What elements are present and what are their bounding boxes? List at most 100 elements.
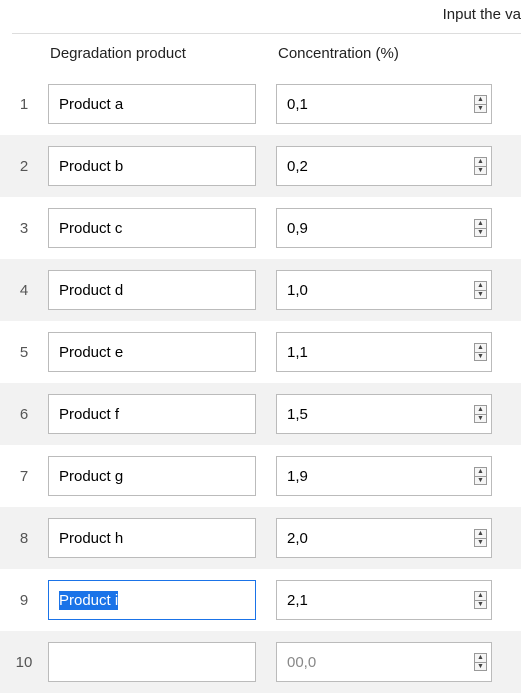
product-cell — [48, 270, 276, 310]
product-cell — [48, 332, 276, 372]
table-row: 2 ▲▼ — [0, 135, 521, 197]
product-cell — [48, 208, 276, 248]
concentration-field-wrap: ▲▼ — [276, 580, 492, 620]
spinner-up-icon[interactable]: ▲ — [475, 592, 486, 601]
concentration-input[interactable] — [276, 580, 492, 620]
concentration-input[interactable] — [276, 332, 492, 372]
concentration-cell: ▲▼ — [276, 642, 504, 682]
product-input[interactable] — [48, 332, 256, 372]
concentration-cell: ▲▼ — [276, 456, 504, 496]
spinner-down-icon[interactable]: ▼ — [475, 291, 486, 299]
concentration-field-wrap: ▲▼ — [276, 394, 492, 434]
concentration-input[interactable] — [276, 208, 492, 248]
concentration-cell: ▲▼ — [276, 270, 504, 310]
concentration-field-wrap: ▲▼ — [276, 270, 492, 310]
row-number: 9 — [0, 592, 48, 609]
spinner-up-icon[interactable]: ▲ — [475, 96, 486, 105]
product-input[interactable] — [48, 642, 256, 682]
product-cell — [48, 146, 276, 186]
product-cell — [48, 84, 276, 124]
product-input[interactable] — [48, 146, 256, 186]
spinner-down-icon[interactable]: ▼ — [475, 415, 486, 423]
spinner-up-icon[interactable]: ▲ — [475, 468, 486, 477]
table-row: 4▲▼ — [0, 259, 521, 321]
concentration-cell: ▲▼ — [276, 208, 504, 248]
concentration-cell: ▲▼ — [276, 332, 504, 372]
degradation-table: Degradation product Concentration (%) 1▲… — [0, 34, 521, 693]
product-input[interactable] — [48, 394, 256, 434]
row-number: 2 — [0, 158, 48, 175]
page-caption: Input the va — [0, 0, 521, 33]
row-number: 6 — [0, 406, 48, 423]
header-product: Degradation product — [48, 45, 276, 62]
product-input[interactable] — [48, 270, 256, 310]
product-input[interactable] — [48, 208, 256, 248]
table-row: 6 ▲▼ — [0, 383, 521, 445]
spinner-up-icon[interactable]: ▲ — [475, 530, 486, 539]
spinner-down-icon[interactable]: ▼ — [475, 663, 486, 671]
spinner-up-icon[interactable]: ▲ — [475, 282, 486, 291]
number-spinner: ▲▼ — [474, 653, 487, 671]
concentration-field-wrap: ▲▼ — [276, 456, 492, 496]
concentration-field-wrap: ▲▼ — [276, 642, 492, 682]
spinner-down-icon[interactable]: ▼ — [475, 601, 486, 609]
number-spinner: ▲▼ — [474, 219, 487, 237]
spinner-down-icon[interactable]: ▼ — [475, 353, 486, 361]
spinner-up-icon[interactable]: ▲ — [475, 158, 486, 167]
concentration-input[interactable] — [276, 84, 492, 124]
header-concentration: Concentration (%) — [276, 45, 504, 62]
concentration-cell: ▲▼ — [276, 580, 504, 620]
spinner-up-icon[interactable]: ▲ — [475, 406, 486, 415]
spinner-down-icon[interactable]: ▼ — [475, 477, 486, 485]
concentration-field-wrap: ▲▼ — [276, 84, 492, 124]
table-header-row: Degradation product Concentration (%) — [0, 34, 521, 73]
concentration-cell: ▲▼ — [276, 518, 504, 558]
table-row: 10 ▲▼ — [0, 631, 521, 693]
table-row: 5 ▲▼ — [0, 321, 521, 383]
product-input[interactable] — [48, 84, 256, 124]
spinner-up-icon[interactable]: ▲ — [475, 654, 486, 663]
spinner-down-icon[interactable]: ▼ — [475, 105, 486, 113]
product-cell — [48, 394, 276, 434]
table-row: 9 Product i ▲▼ — [0, 569, 521, 631]
number-spinner: ▲▼ — [474, 467, 487, 485]
number-spinner: ▲▼ — [474, 157, 487, 175]
number-spinner: ▲▼ — [474, 591, 487, 609]
row-number: 7 — [0, 468, 48, 485]
concentration-cell: ▲▼ — [276, 394, 504, 434]
concentration-input[interactable] — [276, 456, 492, 496]
spinner-down-icon[interactable]: ▼ — [475, 539, 486, 547]
number-spinner: ▲▼ — [474, 281, 487, 299]
number-spinner: ▲▼ — [474, 405, 487, 423]
concentration-field-wrap: ▲▼ — [276, 332, 492, 372]
selected-product-text: Product i — [59, 591, 118, 610]
row-number: 3 — [0, 220, 48, 237]
spinner-down-icon[interactable]: ▼ — [475, 167, 486, 175]
row-number: 8 — [0, 530, 48, 547]
spinner-up-icon[interactable]: ▲ — [475, 220, 486, 229]
product-cell — [48, 642, 276, 682]
product-input[interactable]: Product i — [48, 580, 256, 620]
product-input[interactable] — [48, 456, 256, 496]
product-input[interactable] — [48, 518, 256, 558]
concentration-input[interactable] — [276, 270, 492, 310]
concentration-field-wrap: ▲▼ — [276, 208, 492, 248]
spinner-down-icon[interactable]: ▼ — [475, 229, 486, 237]
concentration-input[interactable] — [276, 394, 492, 434]
table-row: 1▲▼ — [0, 73, 521, 135]
concentration-cell: ▲▼ — [276, 146, 504, 186]
concentration-input[interactable] — [276, 518, 492, 558]
product-cell: Product i — [48, 580, 276, 620]
spinner-up-icon[interactable]: ▲ — [475, 344, 486, 353]
concentration-field-wrap: ▲▼ — [276, 146, 492, 186]
table-row: 3 ▲▼ — [0, 197, 521, 259]
concentration-input[interactable] — [276, 642, 492, 682]
number-spinner: ▲▼ — [474, 95, 487, 113]
concentration-input[interactable] — [276, 146, 492, 186]
number-spinner: ▲▼ — [474, 529, 487, 547]
product-cell — [48, 456, 276, 496]
row-number: 10 — [0, 654, 48, 671]
table-row: 7 ▲▼ — [0, 445, 521, 507]
product-cell — [48, 518, 276, 558]
row-number: 5 — [0, 344, 48, 361]
